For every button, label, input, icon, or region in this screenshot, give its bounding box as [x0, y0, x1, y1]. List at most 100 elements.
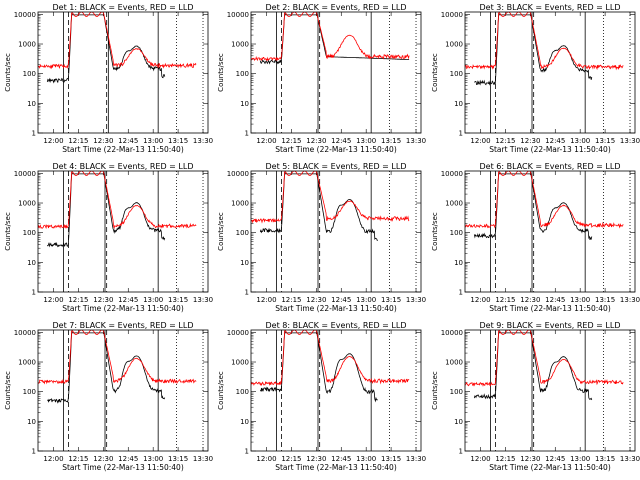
- x-tick-label: 12:00: [470, 137, 490, 145]
- series-lld: [251, 171, 410, 224]
- panel-det-4: Det 4: BLACK = Events, RED = LLD 12:00 12:…: [4, 162, 213, 313]
- series-events: [46, 12, 166, 84]
- panel-det-7: Det 7: BLACK = Events, RED = LLD 12:00 12:…: [4, 321, 213, 472]
- x-tick-label: 13:15: [168, 137, 188, 145]
- series-lld: [38, 171, 197, 230]
- y-tick-label: 1000: [231, 41, 249, 49]
- y-tick-label: 100: [23, 70, 36, 78]
- x-tick-label: 12:15: [495, 137, 515, 145]
- series-events: [473, 171, 593, 241]
- x-tick-label: 12:45: [545, 296, 565, 304]
- panel-det-6: Det 6: BLACK = Events, RED = LLD 12:00 12:…: [431, 162, 640, 313]
- y-tick-label: 1: [245, 130, 249, 138]
- y-tick-label: 100: [23, 388, 36, 396]
- x-tick-label: 13:15: [381, 137, 401, 145]
- y-tick-label: 10: [240, 259, 249, 267]
- y-tick-label: 100: [236, 229, 249, 237]
- x-tick-label: 13:00: [570, 137, 590, 145]
- y-tick-label: 1: [32, 289, 36, 297]
- panel-title: Det 8: BLACK = Events, RED = LLD: [266, 321, 407, 330]
- x-tick-label: 13:30: [620, 296, 640, 304]
- x-tick-label: 13:30: [406, 296, 426, 304]
- x-axis-label: Start Time (22-Mar-13 11:50:40): [489, 304, 611, 313]
- y-tick-label: 100: [236, 70, 249, 78]
- x-tick-label: 13:00: [356, 296, 376, 304]
- series-events: [47, 172, 166, 248]
- plot-area: [38, 171, 204, 292]
- x-tick-label: 12:45: [331, 296, 351, 304]
- plot-frame: [464, 11, 636, 134]
- y-axis-label: Counts/sec: [217, 53, 225, 92]
- series-events: [473, 330, 593, 401]
- series-events: [474, 13, 593, 86]
- x-tick-label: 13:00: [143, 137, 163, 145]
- x-tick-label: 13:00: [143, 296, 163, 304]
- plot-area: [251, 12, 417, 133]
- x-tick-label: 12:15: [281, 296, 301, 304]
- y-tick-label: 100: [23, 229, 36, 237]
- x-tick-label: 13:15: [168, 455, 188, 463]
- y-tick-label: 1: [245, 289, 249, 297]
- x-tick-label: 13:00: [356, 455, 376, 463]
- plot-frame: [250, 11, 422, 134]
- plot-frame: [37, 11, 209, 134]
- panel-title: Det 5: BLACK = Events, RED = LLD: [266, 162, 407, 171]
- y-tick-label: 10: [27, 418, 36, 426]
- x-tick-label: 12:45: [331, 455, 351, 463]
- x-tick-label: 12:30: [93, 137, 113, 145]
- series-events: [259, 330, 378, 403]
- y-tick-label: 10000: [14, 170, 36, 178]
- panel-title: Det 2: BLACK = Events, RED = LLD: [266, 3, 407, 12]
- x-tick-label: 12:30: [93, 455, 113, 463]
- y-tick-label: 1000: [231, 200, 249, 208]
- y-tick-label: 10: [240, 418, 249, 426]
- x-tick-label: 13:30: [620, 137, 640, 145]
- panel-title: Det 9: BLACK = Events, RED = LLD: [480, 321, 621, 330]
- y-tick-label: 1000: [445, 200, 463, 208]
- x-tick-label: 13:30: [193, 137, 213, 145]
- x-tick-label: 12:00: [470, 296, 490, 304]
- plot-area: [465, 330, 631, 451]
- x-tick-label: 13:30: [193, 455, 213, 463]
- series-lld: [251, 330, 410, 387]
- x-tick-label: 13:30: [193, 296, 213, 304]
- y-tick-label: 1000: [18, 41, 36, 49]
- x-tick-label: 12:00: [256, 296, 276, 304]
- y-tick-label: 10000: [441, 329, 463, 337]
- series-lld: [465, 12, 624, 71]
- x-tick-label: 12:15: [68, 137, 88, 145]
- y-tick-label: 10: [454, 100, 463, 108]
- y-axis-label: Counts/sec: [217, 212, 225, 251]
- y-tick-label: 10000: [14, 11, 36, 19]
- plot-area: [465, 171, 631, 292]
- y-tick-label: 1: [459, 130, 463, 138]
- x-tick-label: 12:15: [281, 455, 301, 463]
- x-tick-label: 12:30: [306, 296, 326, 304]
- y-tick-label: 1000: [231, 359, 249, 367]
- x-tick-label: 12:45: [331, 137, 351, 145]
- panel-title: Det 4: BLACK = Events, RED = LLD: [53, 162, 194, 171]
- x-tick-label: 13:30: [406, 455, 426, 463]
- x-tick-label: 13:00: [570, 296, 590, 304]
- panel-det-3: Det 3: BLACK = Events, RED = LLD 12:00 12:…: [431, 3, 640, 154]
- y-tick-label: 1: [459, 448, 463, 456]
- y-tick-label: 100: [450, 70, 463, 78]
- panel-title: Det 6: BLACK = Events, RED = LLD: [480, 162, 621, 171]
- x-tick-label: 13:15: [168, 296, 188, 304]
- x-axis-label: Start Time (22-Mar-13 11:50:40): [62, 145, 184, 154]
- plot-frame: [464, 329, 636, 452]
- plot-frame: [37, 170, 209, 293]
- plot-frame: [37, 329, 209, 452]
- x-axis-label: Start Time (22-Mar-13 11:50:40): [62, 304, 184, 313]
- x-tick-label: 12:45: [118, 137, 138, 145]
- y-tick-label: 1: [32, 130, 36, 138]
- x-tick-label: 13:30: [406, 137, 426, 145]
- x-tick-label: 12:00: [470, 455, 490, 463]
- plot-frame: [464, 170, 636, 293]
- x-tick-label: 13:15: [381, 296, 401, 304]
- x-tick-label: 12:45: [118, 455, 138, 463]
- y-axis-label: Counts/sec: [431, 53, 439, 92]
- x-tick-label: 13:15: [595, 296, 615, 304]
- series-events: [259, 171, 378, 241]
